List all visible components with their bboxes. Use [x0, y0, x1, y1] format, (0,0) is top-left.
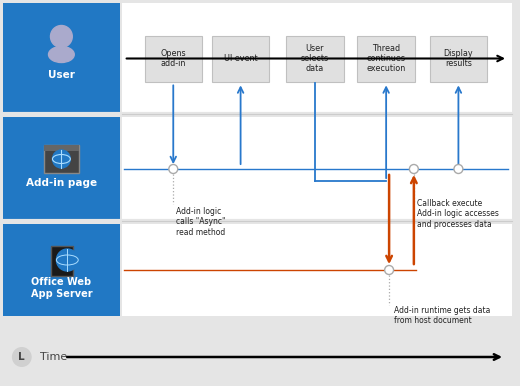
Text: Add-in page: Add-in page: [26, 178, 97, 188]
Circle shape: [409, 164, 418, 173]
Bar: [122, 224, 512, 316]
Bar: [212, 36, 269, 81]
Text: Add-in logic
calls "Async"
read method: Add-in logic calls "Async" read method: [176, 207, 226, 237]
Bar: [122, 117, 512, 221]
Text: Callback execute
Add-in logic accesses
and processes data: Callback execute Add-in logic accesses a…: [417, 199, 499, 229]
Bar: [145, 36, 202, 81]
Circle shape: [169, 164, 178, 173]
Text: Opens
add-in: Opens add-in: [161, 49, 186, 68]
Text: L: L: [19, 352, 25, 362]
Bar: [3, 224, 120, 316]
Text: Add-in runtime gets data
from host document: Add-in runtime gets data from host docum…: [394, 306, 490, 325]
Text: User
selects
data: User selects data: [301, 44, 329, 73]
Bar: [357, 36, 415, 81]
Bar: [3, 117, 120, 221]
Bar: [51, 246, 73, 276]
Circle shape: [57, 249, 78, 271]
Bar: [286, 36, 344, 81]
Text: Time: Time: [40, 352, 67, 362]
Circle shape: [385, 266, 394, 274]
Text: Thread
continues
execution: Thread continues execution: [367, 44, 406, 73]
Circle shape: [53, 150, 70, 168]
Circle shape: [12, 347, 32, 367]
Ellipse shape: [48, 46, 74, 63]
Bar: [44, 145, 79, 173]
Text: Display
results: Display results: [444, 49, 473, 68]
Text: User: User: [48, 69, 75, 80]
Circle shape: [50, 25, 72, 47]
Text: UI event: UI event: [224, 54, 257, 63]
Bar: [44, 145, 79, 151]
Circle shape: [454, 164, 463, 173]
Bar: [3, 3, 120, 114]
Bar: [122, 3, 512, 114]
Bar: [430, 36, 487, 81]
Bar: [0, 321, 515, 383]
Text: Office Web
App Server: Office Web App Server: [31, 277, 92, 299]
